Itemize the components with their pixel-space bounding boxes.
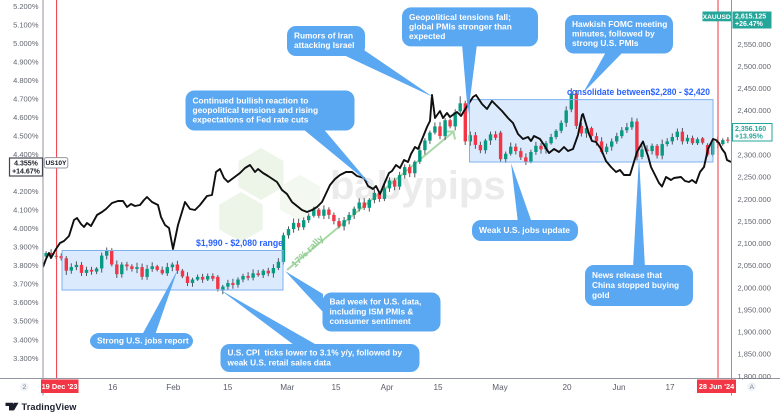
svg-text:Continued bullish reaction tog: Continued bullish reaction to geopolitica… bbox=[193, 95, 319, 124]
svg-text:4.900%: 4.900% bbox=[13, 57, 39, 66]
svg-text:15: 15 bbox=[433, 383, 443, 392]
svg-text:5.000%: 5.000% bbox=[13, 39, 39, 48]
svg-text:3.500%: 3.500% bbox=[13, 317, 39, 326]
svg-text:U.S. CPI ticks lower to 3.1%: U.S. CPI ticks lower to 3.1% y/y, follow… bbox=[227, 348, 403, 368]
svg-text:Weak U.S. jobs update: Weak U.S. jobs update bbox=[479, 225, 570, 235]
svg-text:2,250.000: 2,250.000 bbox=[738, 173, 771, 182]
svg-text:4.500%: 4.500% bbox=[13, 132, 39, 141]
svg-text:1,800.000: 1,800.000 bbox=[738, 372, 771, 381]
svg-text:2,150.000: 2,150.000 bbox=[738, 217, 771, 226]
svg-text:2,100.000: 2,100.000 bbox=[738, 239, 771, 248]
svg-text:Feb: Feb bbox=[166, 383, 181, 392]
svg-text:2,500.000: 2,500.000 bbox=[738, 62, 771, 71]
svg-text:2,000.000: 2,000.000 bbox=[738, 283, 771, 292]
svg-text:Bad week for U.S. data,includi: Bad week for U.S. data, including ISM PMI… bbox=[330, 297, 422, 327]
svg-text:3.400%: 3.400% bbox=[13, 335, 39, 344]
svg-text:Apr: Apr bbox=[381, 383, 394, 392]
svg-text:15: 15 bbox=[223, 383, 233, 392]
svg-text:2: 2 bbox=[23, 384, 27, 391]
svg-text:4.100%: 4.100% bbox=[13, 206, 39, 215]
svg-text:2,356.160: 2,356.160 bbox=[735, 126, 766, 133]
svg-text:A: A bbox=[750, 384, 755, 391]
svg-text:28 Jun '24: 28 Jun '24 bbox=[699, 382, 735, 391]
svg-text:May: May bbox=[492, 383, 508, 392]
svg-text:4.700%: 4.700% bbox=[13, 94, 39, 103]
svg-text:16: 16 bbox=[108, 383, 118, 392]
svg-text:4.200%: 4.200% bbox=[13, 187, 39, 196]
svg-text:+26.47%: +26.47% bbox=[735, 21, 764, 28]
svg-text:4.400%: 4.400% bbox=[13, 150, 39, 159]
svg-text:Jun: Jun bbox=[612, 383, 626, 392]
svg-text:3.700%: 3.700% bbox=[13, 280, 39, 289]
svg-text:Mar: Mar bbox=[280, 383, 294, 392]
svg-text:Strong U.S. jobs report: Strong U.S. jobs report bbox=[97, 335, 189, 345]
svg-text:2,200.000: 2,200.000 bbox=[738, 195, 771, 204]
svg-text:Geopolitical tensions fall;glo: Geopolitical tensions fall; global PMIs s… bbox=[409, 12, 512, 41]
svg-text:2,400.000: 2,400.000 bbox=[738, 106, 771, 115]
svg-text:2,615.125: 2,615.125 bbox=[735, 14, 766, 21]
svg-text:20: 20 bbox=[562, 383, 572, 392]
svg-text:15: 15 bbox=[331, 383, 341, 392]
svg-text:2,300.000: 2,300.000 bbox=[738, 151, 771, 160]
svg-text:XAUUSD: XAUUSD bbox=[703, 14, 731, 21]
svg-text:5.100%: 5.100% bbox=[13, 20, 39, 29]
svg-text:1,850.000: 1,850.000 bbox=[738, 350, 771, 359]
svg-text:2,550.000: 2,550.000 bbox=[738, 40, 771, 49]
svg-text:4.000%: 4.000% bbox=[13, 224, 39, 233]
svg-text:3.300%: 3.300% bbox=[13, 354, 39, 363]
svg-text:5.200%: 5.200% bbox=[13, 2, 39, 11]
svg-text:TradingView: TradingView bbox=[22, 402, 78, 412]
svg-text:3.800%: 3.800% bbox=[13, 261, 39, 270]
svg-text:$1,990 - $2,080 range: $1,990 - $2,080 range bbox=[196, 238, 283, 249]
svg-text:19 Dec '23: 19 Dec '23 bbox=[42, 382, 78, 391]
svg-text:+13.95%: +13.95% bbox=[735, 134, 764, 141]
svg-text:4.355%: 4.355% bbox=[14, 160, 39, 167]
svg-text:3.900%: 3.900% bbox=[13, 243, 39, 252]
svg-text:4.600%: 4.600% bbox=[13, 113, 39, 122]
svg-text:17: 17 bbox=[665, 383, 675, 392]
svg-text:4.800%: 4.800% bbox=[13, 76, 39, 85]
svg-text:2,050.000: 2,050.000 bbox=[738, 261, 771, 270]
svg-text:+14.67%: +14.67% bbox=[12, 168, 41, 175]
svg-text:US10Y: US10Y bbox=[46, 160, 67, 167]
svg-text:1,950.000: 1,950.000 bbox=[738, 305, 771, 314]
svg-text:2,450.000: 2,450.000 bbox=[738, 84, 771, 93]
svg-text:17% rally: 17% rally bbox=[289, 233, 326, 270]
svg-text:consolidate between$2,280 - $2: consolidate between$2,280 - $2,420 bbox=[567, 87, 710, 97]
svg-text:3.600%: 3.600% bbox=[13, 298, 39, 307]
svg-text:1,900.000: 1,900.000 bbox=[738, 328, 771, 337]
